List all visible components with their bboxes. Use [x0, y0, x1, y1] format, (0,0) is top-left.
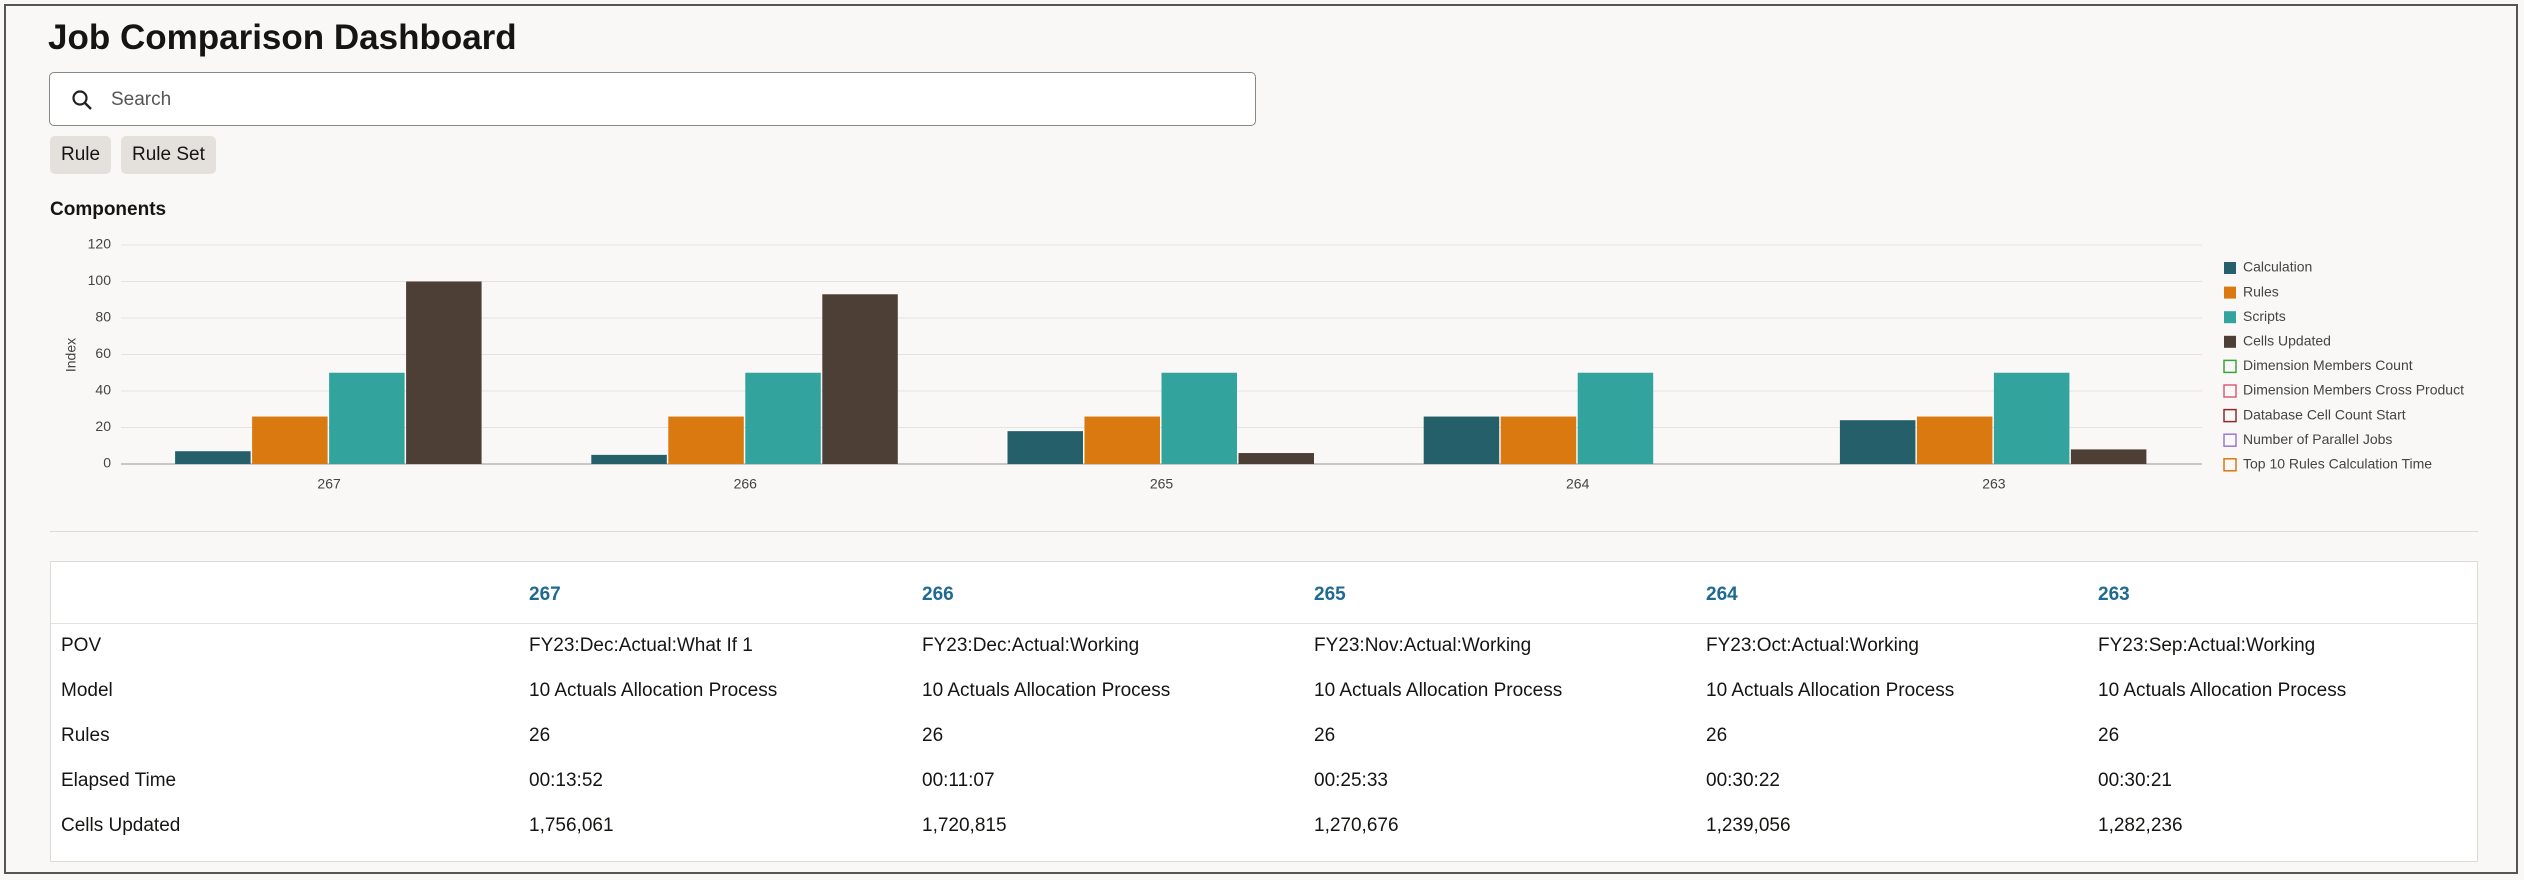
- table-cell: 1,282,236: [2098, 815, 2183, 836]
- table-cell: 26: [2098, 725, 2120, 746]
- legend-label: Calculation: [2243, 259, 2312, 275]
- table-cell: 1,239,056: [1706, 815, 1791, 836]
- bar: [329, 372, 405, 464]
- bar: [822, 294, 898, 464]
- table-cell: 00:11:07: [922, 770, 995, 791]
- table-cell: 26: [1314, 725, 1336, 746]
- legend-swatch: [2223, 359, 2237, 374]
- table-cell: 26: [529, 725, 551, 746]
- legend-swatch: [2223, 433, 2237, 447]
- bar: [2070, 449, 2147, 464]
- chart: Components Index 0 20 40 60 80 100 120 267 266 26…: [50, 199, 2464, 492]
- legend-label: Top 10 Rules Calculation Time: [2243, 456, 2432, 472]
- row-label: Elapsed Time: [61, 770, 177, 791]
- table-cell: 10 Actuals Allocation Process: [1706, 680, 1955, 701]
- column-header: 264: [1706, 584, 1738, 605]
- table-cell: 10 Actuals Allocation Process: [1314, 680, 1563, 701]
- table-cell: 26: [922, 725, 944, 746]
- table-cell: 00:30:21: [2098, 770, 2172, 791]
- legend-label: Dimension Members Count: [2243, 357, 2413, 373]
- table-cell: FY23:Sep:Actual:Working: [2098, 635, 2316, 656]
- column-header: 263: [2098, 584, 2130, 605]
- legend-swatch: [2224, 311, 2236, 324]
- legend-label: Scripts: [2243, 308, 2286, 324]
- bar: [406, 281, 482, 464]
- y-tick-label: 20: [95, 418, 111, 434]
- bar: [668, 416, 744, 464]
- bar: [175, 451, 251, 464]
- bar: [1916, 416, 1993, 464]
- separator: [50, 531, 2478, 532]
- y-axis-label: Index: [63, 338, 79, 372]
- table-cell: 1,720,815: [922, 815, 1007, 836]
- bar: [1839, 420, 1916, 464]
- legend-label: Number of Parallel Jobs: [2243, 431, 2392, 447]
- page: [4, 4, 2518, 874]
- bar: [1500, 416, 1577, 464]
- x-tick-label: 263: [1982, 476, 2006, 492]
- column-header: 267: [529, 584, 561, 605]
- bar: [1423, 416, 1500, 464]
- rule-button[interactable]: Rule: [50, 136, 112, 174]
- search-box[interactable]: Search: [49, 72, 1256, 126]
- row-label: Model: [61, 680, 113, 701]
- table-cell: FY23:Nov:Actual:Working: [1314, 635, 1532, 656]
- chart-title: Components: [50, 199, 166, 220]
- header-divider: [51, 623, 2477, 624]
- legend-swatch: [2223, 384, 2237, 398]
- y-tick-label: 80: [95, 309, 111, 325]
- y-tick-label: 60: [95, 345, 111, 361]
- bar: [591, 454, 667, 464]
- table-cell: FY23:Dec:Actual:What If 1: [529, 635, 753, 656]
- legend-swatch: [2224, 335, 2236, 348]
- y-tick-label: 40: [95, 382, 111, 398]
- bar: [1577, 372, 1654, 464]
- table-cell: 10 Actuals Allocation Process: [922, 680, 1171, 701]
- x-tick-label: 264: [1566, 476, 1590, 492]
- legend-label: Cells Updated: [2243, 333, 2331, 349]
- row-label: Cells Updated: [61, 815, 181, 836]
- table-cell: 10 Actuals Allocation Process: [529, 680, 778, 701]
- legend-swatch: [2223, 458, 2237, 472]
- table-cell: 1,756,061: [529, 815, 614, 836]
- y-tick-label: 0: [103, 455, 111, 471]
- legend-label: Database Cell Count Start: [2243, 406, 2406, 422]
- bar: [1993, 372, 2070, 464]
- y-tick-label: 100: [88, 272, 112, 288]
- legend-swatch: [2223, 408, 2237, 423]
- table-cell: 1,270,676: [1314, 815, 1399, 836]
- row-label: Rules: [61, 725, 110, 746]
- table-cell: 10 Actuals Allocation Process: [2098, 680, 2347, 701]
- bar: [1084, 416, 1160, 464]
- table-cell: 26: [1706, 725, 1728, 746]
- table-cell: 00:30:22: [1706, 770, 1780, 791]
- table-cell: FY23:Dec:Actual:Working: [922, 635, 1140, 656]
- x-tick-label: 267: [317, 476, 341, 492]
- bar: [1238, 453, 1314, 464]
- table-cell: 00:13:52: [529, 770, 603, 791]
- page-title: Job Comparison Dashboard: [48, 18, 517, 57]
- bar: [252, 416, 328, 464]
- rule-set-button[interactable]: Rule Set: [121, 136, 216, 174]
- x-tick-label: 266: [734, 476, 758, 492]
- row-label: POV: [61, 635, 102, 656]
- legend-swatch: [2224, 286, 2236, 299]
- table-cell: FY23:Oct:Actual:Working: [1706, 635, 1919, 656]
- bar: [1161, 372, 1237, 464]
- table-cell: 00:25:33: [1314, 770, 1388, 791]
- legend-label: Dimension Members Cross Product: [2243, 382, 2464, 398]
- legend-swatch: [2224, 262, 2236, 274]
- search-icon: [72, 90, 92, 110]
- search-placeholder: Search: [111, 89, 172, 110]
- column-header: 266: [922, 584, 954, 605]
- bar: [745, 372, 821, 464]
- comparison-table: 267 266 265 264 263 POV FY23:Dec:Actual:What I…: [50, 561, 2478, 862]
- bar: [1007, 431, 1084, 464]
- x-tick-label: 265: [1150, 476, 1174, 492]
- y-tick-label: 120: [88, 236, 112, 252]
- column-header: 265: [1314, 584, 1346, 605]
- legend-label: Rules: [2243, 283, 2279, 299]
